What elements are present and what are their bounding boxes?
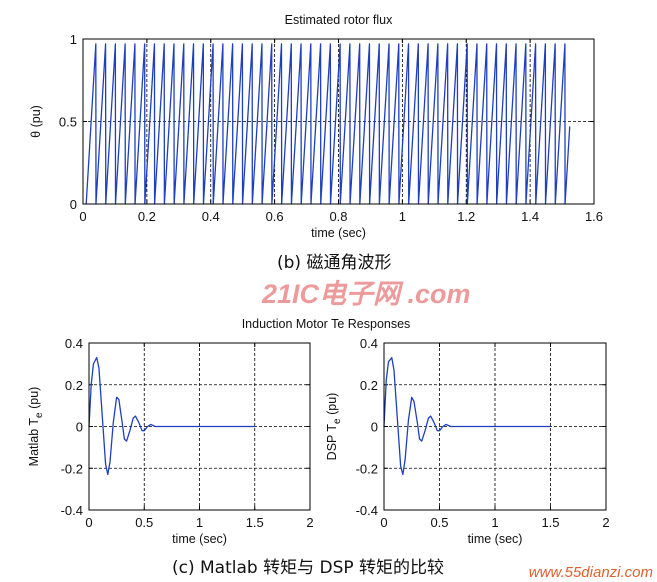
te_dsp-series-line — [383, 356, 551, 476]
flux-y-tick-label: 0 — [70, 197, 77, 212]
te_dsp-x-tick-label: 1 — [491, 515, 498, 530]
flux-x-tick-label: 0.8 — [329, 209, 347, 224]
te_matlab-ylabel: Matlab Te (pu) — [27, 387, 45, 467]
flux-ylabel: θ (pu) — [29, 105, 43, 138]
te_dsp-x-tick-label: 1.5 — [541, 515, 559, 530]
te_matlab-y-tick-label: -0.4 — [61, 503, 83, 518]
te_dsp-y-tick-label: -0.2 — [356, 461, 378, 476]
te_dsp-y-tick-label: 0.4 — [360, 336, 378, 351]
flux-x-tick-label: 1.6 — [585, 209, 603, 224]
te_dsp-y-tick-label: 0 — [371, 420, 378, 435]
te_matlab-x-tick-label: 1 — [196, 515, 203, 530]
flux-x-tick-label: 1.4 — [521, 209, 539, 224]
te_matlab-ylabel-unit: (pu) — [27, 387, 41, 413]
te_matlab-x-tick-label: 1.5 — [246, 515, 264, 530]
te_matlab-x-tick-label: 2 — [306, 515, 313, 530]
te_dsp-xlabel: time (sec) — [468, 532, 523, 546]
flux-x-tick-label: 1.2 — [457, 209, 475, 224]
te_matlab-x-tick-label: 0.5 — [135, 515, 153, 530]
flux-axes-frame — [82, 38, 595, 205]
te_matlab-axes-frame — [88, 342, 311, 511]
te_matlab-y-tick-label: 0.2 — [65, 378, 83, 393]
te_dsp-x-tick-label: 0 — [380, 515, 387, 530]
flux-x-tick-label: 0.2 — [138, 209, 156, 224]
flux-panel: 0 0.2 0.4 0.6 0.8 1 1.2 1.4 1.6 0 0.5 1 Estimated ro… — [29, 13, 603, 240]
flux-x-tick-label: 0.6 — [266, 209, 284, 224]
te_dsp-ylabel-sub: e — [332, 418, 343, 424]
te_dsp-ylabel-unit: (pu) — [325, 393, 339, 419]
te_dsp-ylabel: DSP Te (pu) — [325, 393, 343, 461]
te_matlab-x-tick-label: 0 — [85, 515, 92, 530]
flux-ylabel-main: θ (pu) — [29, 105, 43, 138]
caption-c: (c) Matlab 转矩与 DSP 转矩的比较 — [172, 558, 444, 578]
te_matlab-xlabel: time (sec) — [172, 532, 227, 546]
flux-series-line — [85, 43, 571, 205]
te_matlab-y-tick-label: 0.4 — [65, 336, 83, 351]
te_dsp-axes-frame — [383, 342, 607, 511]
te_matlab-ylabel-main: Matlab T — [27, 418, 41, 467]
te_matlab-y-tick-label: 0 — [76, 420, 83, 435]
watermark-url: www.55dianzi.com — [529, 564, 653, 581]
watermark-logo: 21IC电子网 .com — [261, 279, 471, 309]
te_matlab-y-tick-label: -0.2 — [61, 461, 83, 476]
flux-xlabel: time (sec) — [311, 226, 366, 240]
flux-y-tick-label: 1 — [70, 32, 77, 47]
flux-x-tick-label: 1 — [399, 209, 406, 224]
flux-title: Estimated rotor flux — [285, 13, 393, 27]
flux-x-tick-label: 0 — [79, 209, 86, 224]
watermark-logo-text: 21IC电子网 .com — [261, 279, 471, 309]
caption-b: (b) 磁通角波形 — [277, 253, 391, 273]
te_dsp-x-tick-label: 2 — [602, 515, 609, 530]
flux-y-tick-label: 0.5 — [59, 115, 77, 130]
flux-x-tick-label: 0.4 — [202, 209, 220, 224]
te_matlab-ylabel-sub: e — [34, 412, 45, 418]
te_dsp-y-tick-label: 0.2 — [360, 378, 378, 393]
te_dsp-y-tick-label: -0.4 — [356, 503, 378, 518]
te_dsp-ylabel-main: DSP T — [325, 424, 339, 461]
te-matlab-panel: 0 0.5 1 1.5 2 -0.4 -0.2 0 0.2 0.4 time (sec) Matlab… — [27, 336, 314, 546]
group-title-c: Induction Motor Te Responses — [242, 317, 411, 331]
te-dsp-panel: 0 0.5 1 1.5 2 -0.4 -0.2 0 0.2 0.4 time (sec) DSP Te… — [325, 336, 610, 546]
te_matlab-series-line — [88, 356, 255, 476]
te_dsp-x-tick-label: 0.5 — [430, 515, 448, 530]
